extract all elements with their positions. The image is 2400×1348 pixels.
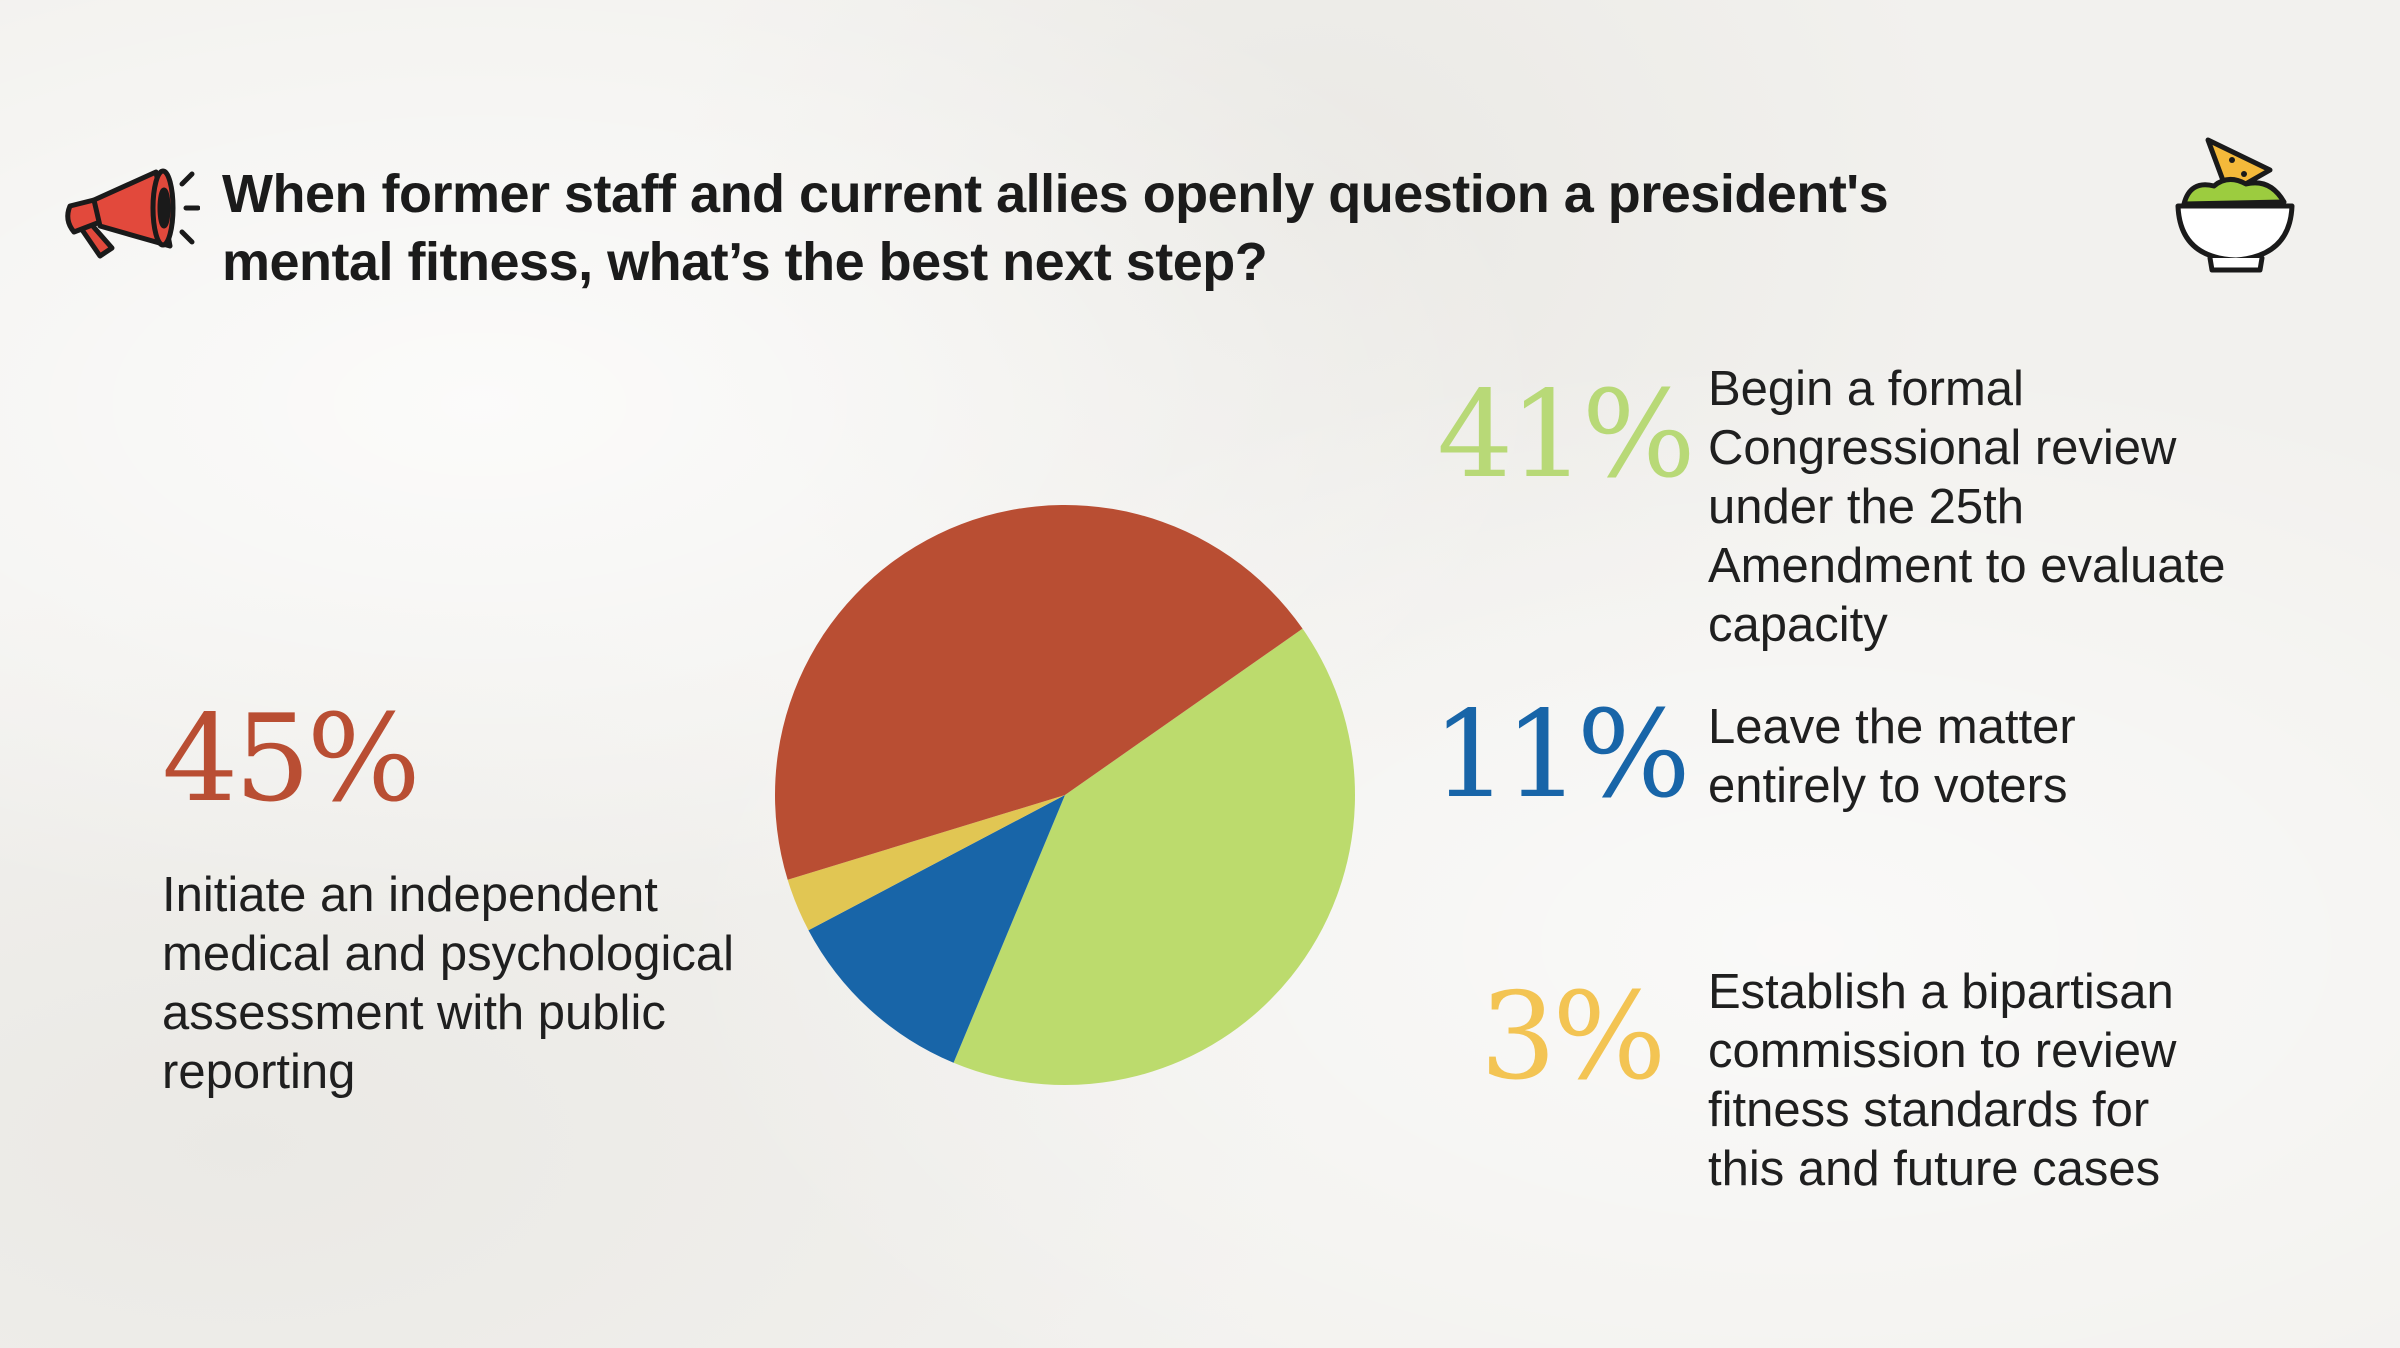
guacamole-bowl-icon — [2175, 137, 2295, 273]
slice-independent-assessment — [774, 504, 1303, 880]
pct-label-45: 45% — [162, 690, 421, 829]
chart-title: When former staff and current allies ope… — [222, 164, 1889, 292]
label-independent-assessment: Initiate an independent medical and psyc… — [162, 868, 734, 1099]
pct-label-3: 3% — [1480, 968, 1666, 1107]
slice-bipartisan-commission — [787, 795, 1065, 931]
label-bipartisan-commission: Establish a bipartisan commission to rev… — [1708, 965, 2177, 1196]
label-congressional-review: Begin a formal Congressional review unde… — [1708, 362, 2226, 652]
slice-congressional-review — [953, 628, 1355, 1085]
pct-label-41: 41% — [1437, 366, 1696, 505]
pct-label-11: 11% — [1432, 686, 1691, 825]
label-leave-to-voters: Leave the matter entirely to voters — [1708, 700, 2076, 813]
pie-chart — [774, 504, 1355, 1085]
megaphone-icon — [65, 168, 200, 259]
slice-leave-to-voters — [808, 795, 1065, 1063]
